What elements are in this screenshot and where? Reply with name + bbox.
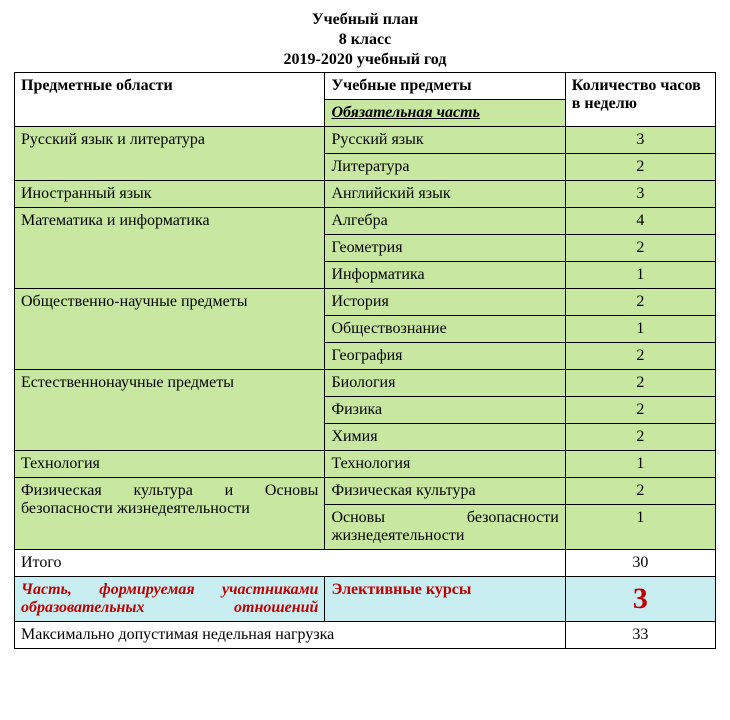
table-row: Физическая культура и Основы безопасност… <box>15 478 716 505</box>
area-cell: Естественнонаучные предметы <box>15 370 325 451</box>
table-row: Естественнонаучные предметы Биология 2 <box>15 370 716 397</box>
header-subject: Учебные предметы <box>325 73 565 100</box>
total-row: Итого 30 <box>15 550 716 577</box>
subject-cell: Обществознание <box>325 316 565 343</box>
total-label: Итого <box>15 550 566 577</box>
subject-cell: Физика <box>325 397 565 424</box>
table-row: Математика и информатика Алгебра 4 <box>15 208 716 235</box>
hours-cell: 2 <box>565 478 715 505</box>
area-cell: Иностранный язык <box>15 181 325 208</box>
page-title: Учебный план 8 класс 2019-2020 учебный г… <box>14 10 716 70</box>
hours-cell: 3 <box>565 127 715 154</box>
max-label: Максимально допустимая недельная нагрузк… <box>15 622 566 649</box>
hours-cell: 2 <box>565 289 715 316</box>
hours-cell: 4 <box>565 208 715 235</box>
subject-cell: Геометрия <box>325 235 565 262</box>
hours-cell: 2 <box>565 370 715 397</box>
elective-part-label: Часть, формируемая участниками образоват… <box>15 577 325 622</box>
subject-cell: Английский язык <box>325 181 565 208</box>
elective-label: Элективные курсы <box>325 577 565 622</box>
elective-row: Часть, формируемая участниками образоват… <box>15 577 716 622</box>
hours-cell: 2 <box>565 343 715 370</box>
subject-cell: Алгебра <box>325 208 565 235</box>
hours-cell: 1 <box>565 451 715 478</box>
hours-cell: 2 <box>565 424 715 451</box>
hours-cell: 2 <box>565 154 715 181</box>
subject-cell: Химия <box>325 424 565 451</box>
subject-cell: Информатика <box>325 262 565 289</box>
area-cell: Физическая культура и Основы безопасност… <box>15 478 325 550</box>
header-mandatory: Обязательная часть <box>325 100 565 127</box>
subject-cell: Биология <box>325 370 565 397</box>
area-cell: Общественно-научные предметы <box>15 289 325 370</box>
max-hours: 33 <box>565 622 715 649</box>
max-row: Максимально допустимая недельная нагрузк… <box>15 622 716 649</box>
table-header-row: Предметные области Учебные предметы Коли… <box>15 73 716 100</box>
title-line-3: 2019-2020 учебный год <box>14 50 716 70</box>
elective-hours: 3 <box>565 577 715 622</box>
subject-cell: Русский язык <box>325 127 565 154</box>
table-row: Иностранный язык Английский язык 3 <box>15 181 716 208</box>
title-line-2: 8 класс <box>14 30 716 50</box>
header-hours: Количество часов в неделю <box>565 73 715 127</box>
table-row: Русский язык и литература Русский язык 3 <box>15 127 716 154</box>
hours-cell: 1 <box>565 262 715 289</box>
hours-cell: 3 <box>565 181 715 208</box>
subject-cell: Основы безопасности жизнедеятельности <box>325 505 565 550</box>
hours-cell: 2 <box>565 397 715 424</box>
curriculum-table: Предметные области Учебные предметы Коли… <box>14 72 716 649</box>
table-row: Технология Технология 1 <box>15 451 716 478</box>
table-row: Общественно-научные предметы История 2 <box>15 289 716 316</box>
area-cell: Технология <box>15 451 325 478</box>
subject-cell: География <box>325 343 565 370</box>
total-hours: 30 <box>565 550 715 577</box>
hours-cell: 1 <box>565 316 715 343</box>
subject-cell: Литература <box>325 154 565 181</box>
subject-cell: Физическая культура <box>325 478 565 505</box>
header-area: Предметные области <box>15 73 325 127</box>
hours-cell: 2 <box>565 235 715 262</box>
area-cell: Математика и информатика <box>15 208 325 289</box>
area-cell: Русский язык и литература <box>15 127 325 181</box>
title-line-1: Учебный план <box>14 10 716 30</box>
subject-cell: История <box>325 289 565 316</box>
subject-cell: Технология <box>325 451 565 478</box>
hours-cell: 1 <box>565 505 715 550</box>
